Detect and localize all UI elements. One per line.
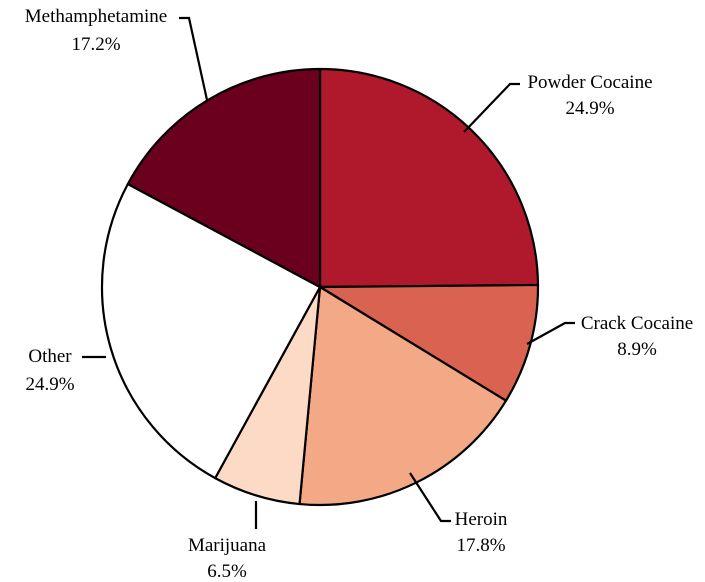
leader-line-powder-cocaine (463, 82, 520, 133)
slice-value-crack-cocaine: 8.9% (617, 339, 657, 360)
slice-value-heroin: 17.8% (456, 535, 505, 556)
slices-layer (100, 67, 540, 507)
slice-label-other: Other (28, 346, 72, 367)
slice-value-powder-cocaine: 24.9% (565, 98, 614, 119)
slice-label-crack-cocaine: Crack Cocaine (581, 313, 693, 334)
leader-line-methamphetamine (179, 16, 209, 101)
slice-value-marijuana: 6.5% (207, 561, 247, 582)
pie-slice-crack-cocaine (318, 283, 540, 402)
leader-line-crack-cocaine (526, 321, 575, 345)
slice-value-other: 24.9% (25, 374, 74, 395)
labels-layer: Powder Cocaine 24.9% Crack Cocaine 8.9% Hero… (25, 6, 693, 582)
slice-value-methamphetamine: 17.2% (71, 34, 120, 55)
pie-slice-methamphetamine (126, 67, 322, 289)
pie-slice-powder-cocaine (318, 67, 540, 289)
leader-lines-layer (82, 16, 575, 529)
slice-label-marijuana: Marijuana (188, 535, 267, 556)
pie-slice-heroin (298, 285, 508, 507)
slice-label-heroin: Heroin (455, 509, 508, 530)
pie-slice-other (100, 182, 322, 480)
leader-line-heroin (409, 472, 451, 523)
slice-label-powder-cocaine: Powder Cocaine (527, 72, 652, 93)
slice-label-methamphetamine: Methamphetamine (25, 6, 167, 27)
